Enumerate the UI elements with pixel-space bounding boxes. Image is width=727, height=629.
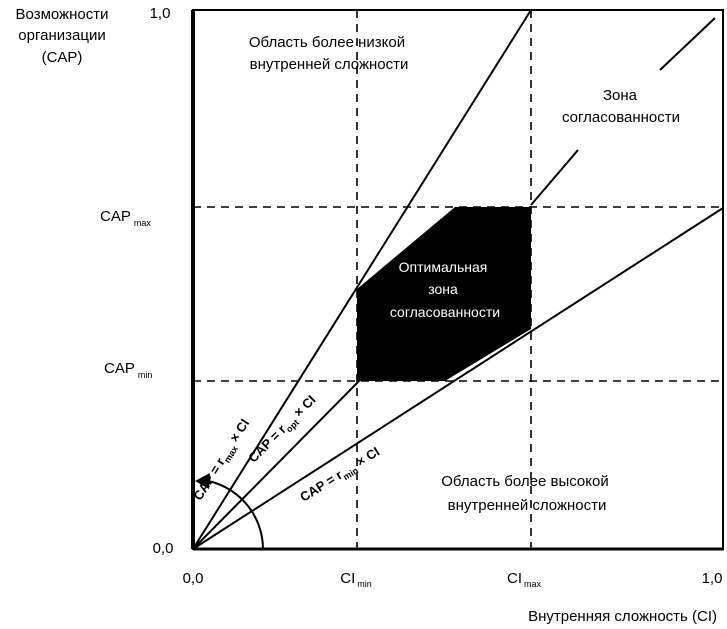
svg-text:CAP = rmax × CI: CAP = rmax × CI — [190, 416, 255, 504]
ci-min-sub: min — [357, 579, 372, 589]
x-tick-ci-min: CI min — [340, 570, 372, 589]
y-axis-title-line-3: (CAP) — [42, 49, 83, 66]
consistency-zone-line-1: Зона — [603, 87, 638, 104]
ci-min-main: CI — [340, 570, 355, 587]
ci-max-sub: max — [524, 579, 542, 589]
cap-min-sub: min — [138, 370, 153, 380]
x-tick-ci-max: CI max — [507, 570, 542, 589]
line-r-max — [192, 9, 532, 550]
eq-min-prefix: CAP = r — [297, 467, 345, 505]
lower-complexity-line-2: внутренней сложности — [250, 56, 409, 73]
angle-arc — [202, 479, 264, 550]
consistency-zone-line-2: согласованности — [562, 109, 680, 126]
optimal-zone-line-1: Оптимальная — [399, 259, 488, 275]
lower-complexity-line-1: Область более низкой — [249, 34, 405, 51]
cap-max-main: CAP — [100, 208, 131, 225]
angle-arrow-icon — [195, 473, 210, 489]
y-axis-title-line-2: организации — [18, 27, 105, 44]
eq-max-suffix: × CI — [225, 416, 252, 448]
y-tick-zero: 0,0 — [153, 540, 174, 557]
y-tick-cap-max: CAP max — [100, 208, 151, 228]
optimal-zone-line-3: согласованности — [390, 304, 500, 320]
consistency-zone-leader-top — [659, 17, 716, 71]
y-axis-title-line-1: Возможности — [16, 6, 109, 23]
eq-max-prefix: CAP = r — [190, 455, 228, 503]
optimal-zone-line-2: зона — [428, 281, 458, 297]
x-axis-title: Внутренняя сложность (CI) — [528, 608, 717, 625]
higher-complexity-line-1: Область более высокой — [441, 473, 608, 490]
y-tick-cap-min: CAP min — [104, 360, 152, 380]
consistency-zone-leader — [530, 149, 579, 206]
eq-min-suffix: × CI — [351, 444, 383, 471]
x-tick-zero: 0,0 — [183, 570, 204, 587]
line-r-opt — [192, 206, 532, 550]
x-tick-one: 1,0 — [702, 570, 723, 587]
y-tick-one: 1,0 — [150, 5, 171, 22]
cap-max-sub: max — [134, 218, 152, 228]
higher-complexity-line-2: внутренней сложности — [448, 497, 607, 514]
eq-r-max: CAP = rmax × CI — [190, 416, 255, 504]
ci-max-main: CI — [507, 570, 522, 587]
cap-min-main: CAP — [104, 360, 135, 377]
line-r-min — [192, 207, 724, 550]
